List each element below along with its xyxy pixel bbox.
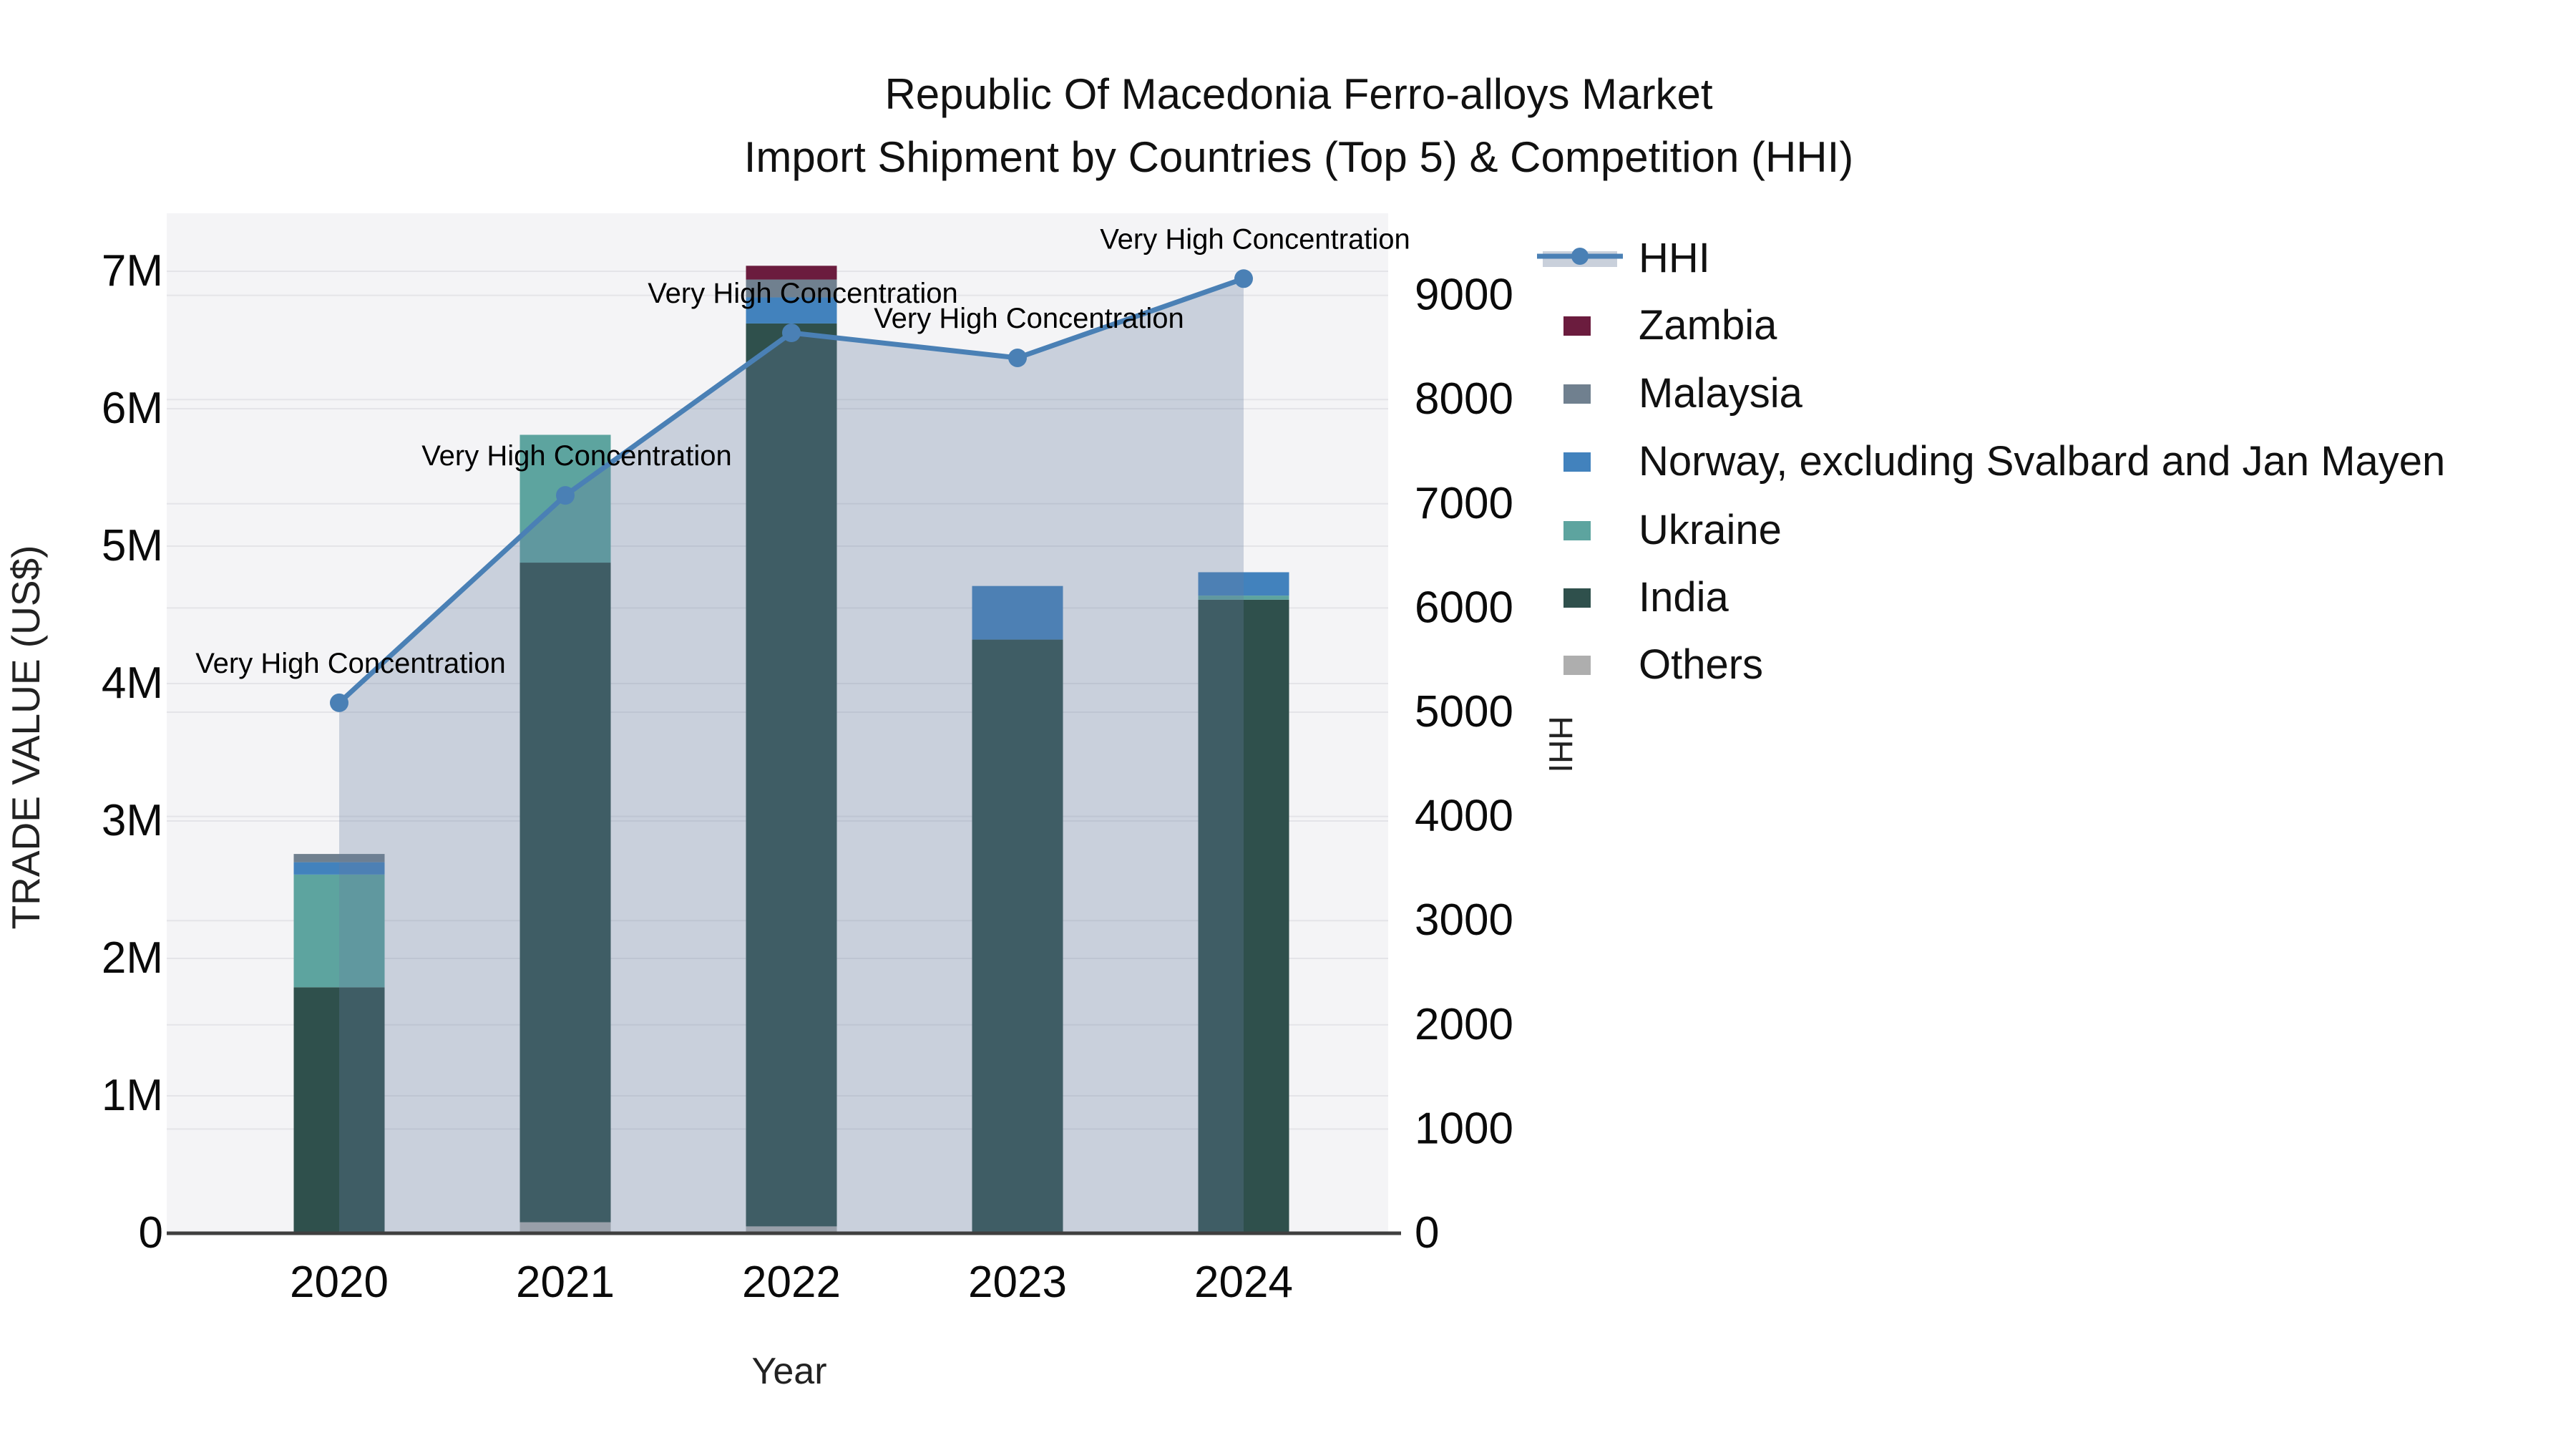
legend-item-india[interactable]: India — [1563, 574, 1729, 621]
right-tick-label: 1000 — [1415, 1104, 1513, 1153]
right-axis-tick-labels: 0 1000 2000 3000 4000 5000 6000 7000 8000 9000 — [1415, 271, 1513, 1258]
right-tick-label: 0 — [1415, 1208, 1439, 1258]
hhi-point — [1008, 348, 1027, 367]
left-tick-label: 4M — [102, 659, 163, 708]
hhi-point — [556, 486, 575, 505]
legend-label: Others — [1639, 641, 1763, 688]
left-tick-label: 7M — [102, 246, 163, 296]
legend-swatch — [1563, 656, 1591, 675]
x-axis-tick-labels: 2020 2021 2022 2023 2024 — [290, 1258, 1293, 1307]
stacked-bars — [293, 266, 1289, 1233]
hhi-legend-marker — [1571, 248, 1589, 265]
legend-swatch — [1563, 384, 1591, 404]
hhi-area-fill — [339, 278, 1244, 1234]
legend-label: Ukraine — [1639, 507, 1782, 553]
legend-swatch — [1563, 316, 1591, 336]
legend-item-hhi[interactable]: HHI — [1537, 235, 1710, 281]
right-tick-label: 9000 — [1415, 271, 1513, 320]
x-tick-label: 2024 — [1194, 1258, 1293, 1307]
x-tick-label: 2021 — [516, 1258, 615, 1307]
bar-segment-india — [1198, 599, 1289, 1233]
bar-segment-india — [746, 323, 837, 1227]
right-tick-label: 8000 — [1415, 374, 1513, 424]
legend-item-malaysia[interactable]: Malaysia — [1563, 370, 1803, 417]
legend-swatch — [1563, 588, 1591, 608]
hhi-markers — [330, 269, 1253, 712]
legend-item-ukraine[interactable]: Ukraine — [1563, 507, 1782, 553]
left-tick-label: 2M — [102, 933, 163, 983]
right-tick-label: 6000 — [1415, 583, 1513, 632]
legend-item-norway[interactable]: Norway, excluding Svalbard and Jan Mayen — [1563, 438, 2445, 485]
legend-item-zambia[interactable]: Zambia — [1563, 302, 1777, 349]
hhi-annotation: Very High Concentration — [874, 303, 1184, 334]
legend-label: Norway, excluding Svalbard and Jan Mayen — [1639, 438, 2445, 485]
bar-segment-norway — [1198, 572, 1289, 596]
left-tick-label: 5M — [102, 521, 163, 570]
legend-swatch — [1563, 521, 1591, 540]
right-tick-label: 7000 — [1415, 479, 1513, 528]
right-tick-label: 4000 — [1415, 792, 1513, 841]
bar-segment-others — [746, 1226, 837, 1233]
right-axis-title: HHI — [1542, 716, 1579, 772]
right-tick-label: 3000 — [1415, 895, 1513, 945]
chart-title-line2: Import Shipment by Countries (Top 5) & C… — [744, 133, 1854, 181]
left-tick-label: 6M — [102, 384, 163, 433]
legend-label: Malaysia — [1639, 370, 1803, 417]
legend-label: Zambia — [1639, 302, 1777, 349]
bar-segment-norway — [972, 585, 1063, 640]
x-tick-label: 2022 — [742, 1258, 841, 1307]
bar-segment-norway — [293, 862, 385, 875]
legend-swatch — [1563, 452, 1591, 472]
bar-segment-malaysia — [293, 854, 385, 862]
x-tick-label: 2020 — [290, 1258, 389, 1307]
left-axis-tick-labels: 0 1M 2M 3M 4M 5M 6M 7M — [102, 246, 163, 1258]
right-tick-label: 5000 — [1415, 687, 1513, 737]
hhi-annotation: Very High Concentration — [421, 440, 732, 472]
legend-label: HHI — [1639, 235, 1710, 281]
x-axis-title: Year — [751, 1351, 826, 1392]
chart-title-line1: Republic Of Macedonia Ferro-alloys Marke… — [884, 70, 1712, 118]
bar-segment-ukraine — [1198, 596, 1289, 600]
right-tick-label: 2000 — [1415, 1000, 1513, 1049]
legend-item-others[interactable]: Others — [1563, 641, 1763, 688]
hhi-annotation: Very High Concentration — [195, 648, 506, 679]
hhi-point — [782, 324, 801, 343]
left-tick-label: 0 — [139, 1208, 163, 1258]
bar-segment-india — [293, 987, 385, 1233]
left-tick-label: 3M — [102, 796, 163, 845]
hhi-point — [1234, 269, 1253, 288]
x-tick-label: 2023 — [968, 1258, 1067, 1307]
left-tick-label: 1M — [102, 1071, 163, 1120]
hhi-annotation: Very High Concentration — [648, 278, 958, 309]
legend-label: India — [1639, 574, 1729, 621]
left-axis-title: TRADE VALUE (US$) — [4, 545, 48, 930]
hhi-annotation: Very High Concentration — [1100, 223, 1410, 255]
hhi-point — [330, 693, 348, 712]
bar-segment-india — [972, 639, 1063, 1233]
bar-segment-others — [519, 1222, 611, 1233]
legend: HHI Zambia Malaysia Norway, excluding Svalb… — [1537, 235, 2445, 688]
bar-segment-malaysia — [746, 279, 837, 298]
bar-segment-ukraine — [293, 874, 385, 988]
bar-segment-india — [519, 563, 611, 1223]
bar-segment-norway — [746, 297, 837, 324]
bar-segment-zambia — [746, 266, 837, 280]
